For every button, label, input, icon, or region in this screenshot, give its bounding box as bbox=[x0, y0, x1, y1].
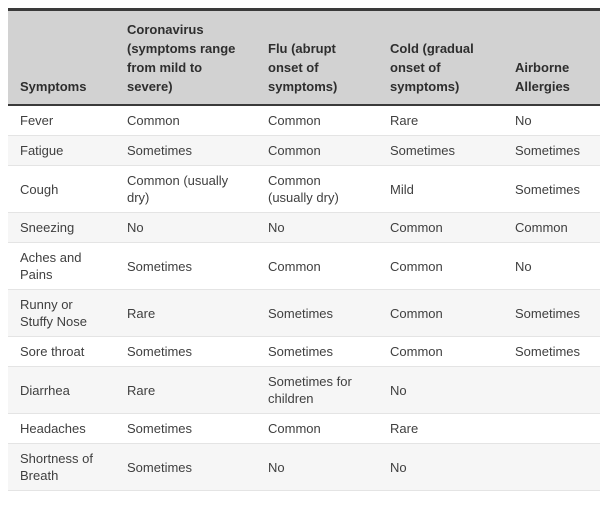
symptoms-comparison-table: Symptoms Coronavirus (symptoms range fro… bbox=[8, 8, 600, 491]
symptom-label: Sneezing bbox=[8, 212, 115, 243]
table-row: Headaches Sometimes Common Rare bbox=[8, 413, 600, 444]
column-header-cold: Cold (gradual onset of symptoms) bbox=[378, 8, 503, 106]
table-row: Fever Common Common Rare No bbox=[8, 105, 600, 136]
column-header-coronavirus: Coronavirus (symptoms range from mild to… bbox=[115, 8, 256, 106]
header-row: Symptoms Coronavirus (symptoms range fro… bbox=[8, 8, 600, 106]
cell: Mild bbox=[378, 165, 503, 213]
table-row: Shortness of Breath Sometimes No No bbox=[8, 443, 600, 491]
cell: Common bbox=[256, 413, 378, 444]
cell: No bbox=[378, 366, 503, 414]
cell: Rare bbox=[378, 413, 503, 444]
symptom-label: Aches and Pains bbox=[8, 242, 115, 290]
cell: Sometimes bbox=[115, 443, 256, 491]
table-row: Cough Common (usually dry) Common (usually… bbox=[8, 165, 600, 213]
column-header-allergies: Airborne Allergies bbox=[503, 8, 600, 106]
cell: No bbox=[378, 443, 503, 491]
cell: Common bbox=[268, 113, 321, 128]
symptom-label: Diarrhea bbox=[8, 366, 115, 414]
cell: Sometimes bbox=[503, 336, 600, 367]
cell: Sometimes bbox=[503, 135, 600, 166]
cell: Sometimes for children bbox=[256, 366, 378, 414]
symptom-label: Runny or Stuffy Nose bbox=[8, 289, 115, 337]
table-row: Diarrhea Rare Sometimes for children No bbox=[8, 366, 600, 414]
cell: Common bbox=[256, 242, 378, 290]
table-row: Sore throat Sometimes Sometimes Common Somet… bbox=[8, 336, 600, 367]
cell: Common bbox=[256, 135, 378, 166]
table-row: Sneezing No No Common Common bbox=[8, 212, 600, 243]
cell: Common bbox=[127, 113, 180, 128]
cell: Sometimes bbox=[256, 336, 378, 367]
cell: Rare bbox=[390, 113, 419, 128]
cell: Sometimes bbox=[115, 336, 256, 367]
symptom-label: Cough bbox=[8, 165, 115, 213]
cell: Sometimes bbox=[378, 135, 503, 166]
cell: Sometimes bbox=[256, 289, 378, 337]
table-row: Runny or Stuffy Nose Rare Sometimes Common S… bbox=[8, 289, 600, 337]
cell: Rare bbox=[115, 289, 256, 337]
symptom-label: Headaches bbox=[8, 413, 115, 444]
column-header-symptoms: Symptoms bbox=[8, 8, 115, 106]
cell: Sometimes bbox=[503, 165, 600, 213]
symptom-label: Sore throat bbox=[8, 336, 115, 367]
cell: Common bbox=[378, 212, 503, 243]
cell: Common bbox=[378, 289, 503, 337]
cell: Common bbox=[503, 212, 600, 243]
cell: Sometimes bbox=[115, 242, 256, 290]
cell: Sometimes bbox=[115, 135, 256, 166]
symptom-label: Shortness of Breath bbox=[8, 443, 115, 491]
symptom-label: Fever bbox=[20, 113, 54, 128]
cell: No bbox=[503, 242, 600, 290]
cell: No bbox=[515, 113, 532, 128]
cell: No bbox=[115, 212, 256, 243]
cell: Common bbox=[378, 242, 503, 290]
column-header-flu: Flu (abrupt onset of symptoms) bbox=[256, 8, 378, 106]
cell: No bbox=[256, 212, 378, 243]
table-row: Fatigue Sometimes Common Sometimes Sometimes bbox=[8, 135, 600, 166]
table-header: Symptoms Coronavirus (symptoms range fro… bbox=[8, 8, 600, 106]
symptom-label: Fatigue bbox=[8, 135, 115, 166]
cell: Sometimes bbox=[503, 289, 600, 337]
cell bbox=[503, 413, 600, 444]
cell: Common (usually dry) bbox=[115, 165, 256, 213]
cell: Sometimes bbox=[115, 413, 256, 444]
cell: Common (usually dry) bbox=[256, 165, 378, 213]
table-row: Aches and Pains Sometimes Common Common No bbox=[8, 242, 600, 290]
table-body: Fever Common Common Rare No Fatigue Sometimes C… bbox=[8, 105, 600, 491]
cell: No bbox=[256, 443, 378, 491]
cell bbox=[503, 366, 600, 414]
cell: Rare bbox=[115, 366, 256, 414]
cell: Common bbox=[378, 336, 503, 367]
cell bbox=[503, 443, 600, 491]
